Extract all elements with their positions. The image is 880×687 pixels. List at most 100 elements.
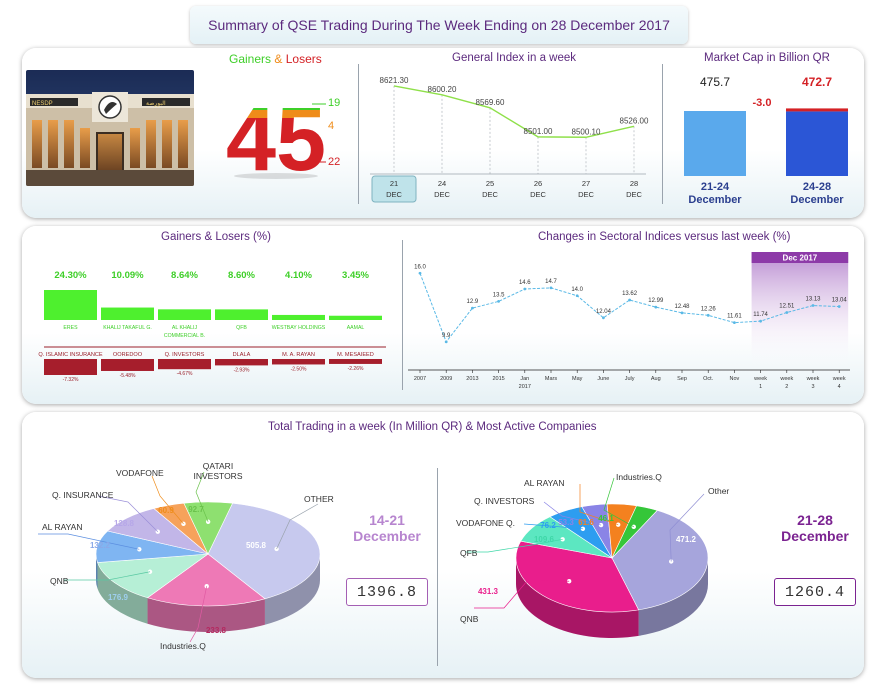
x-tick-label: 2007 <box>414 376 426 382</box>
slice-dot <box>147 569 153 574</box>
total-curr: 1260.4 <box>774 578 856 606</box>
gainer-value-label: 4.10% <box>285 270 312 281</box>
slice-dot <box>566 579 572 584</box>
selected-day-highlight <box>371 175 417 203</box>
pie-side <box>97 562 148 624</box>
sign-right-text: البورصة <box>146 100 166 107</box>
x-tick-label: week <box>779 376 793 382</box>
slice-name-label: AL RAYAN <box>524 478 564 488</box>
loser-name: OOREDOO <box>113 352 143 358</box>
gainer-bar <box>329 315 382 320</box>
slice-value-label: 132.2 <box>90 541 111 550</box>
index-line <box>393 85 635 138</box>
slice-dot <box>598 522 604 528</box>
leader-line <box>523 523 583 530</box>
gainers-losers-pct-title: Gainers & Losers (%) <box>161 231 271 243</box>
x-tick-label: 28 <box>630 179 638 188</box>
divider <box>662 64 663 204</box>
leader-line <box>466 538 563 553</box>
sector-point <box>680 311 684 315</box>
x-tick-label: 4 <box>838 384 841 390</box>
slice-name-label: QNB <box>460 614 479 624</box>
period-curr: 21-28 December <box>781 512 849 544</box>
gainer-bar <box>158 309 211 320</box>
sector-value-label: 16.0 <box>414 264 426 270</box>
slice-value-label: 60.9 <box>158 506 174 515</box>
sector-point <box>811 304 815 307</box>
x-tick-label: 2013 <box>466 376 478 382</box>
x-tick-label: week <box>832 376 846 382</box>
loser-name: M. A. RAYAN <box>282 352 315 358</box>
unchanged-count: 4 <box>328 120 335 132</box>
x-tick-label: Mars <box>545 376 557 382</box>
x-tick-label: DEC <box>434 190 450 199</box>
sector-point <box>471 306 474 310</box>
slice-name-label: QNB <box>50 576 69 586</box>
gainer-name: AL KHALIJ <box>172 325 198 331</box>
loser-name: Q. INVESTORS <box>165 352 205 358</box>
slice-name-label: AL RAYAN <box>42 522 82 532</box>
sector-value-label: 11.74 <box>753 312 768 318</box>
leader-line <box>195 471 209 522</box>
big-count-green: 45 <box>226 90 326 180</box>
gainer-value-label: 8.64% <box>171 270 198 281</box>
slice-name-label: Other <box>708 486 729 496</box>
page-title: Summary of QSE Trading During The Week E… <box>190 6 688 44</box>
x-tick-label: 2009 <box>440 376 452 382</box>
loser-bar <box>215 359 268 366</box>
market-cap-bar <box>786 111 848 176</box>
sectoral-indices-chart: Dec 2017 16.0 2007 9.9 2009 12.9 2013 13.5 2015 1… <box>408 252 850 390</box>
gainer-bar <box>101 307 154 320</box>
sector-point <box>523 287 527 291</box>
market-cap-bar <box>684 111 746 176</box>
sector-value-label: 9.9 <box>442 333 451 339</box>
x-tick-label: Aug <box>651 376 661 382</box>
slice-name-label: INVESTORS <box>194 471 243 481</box>
slice-dot <box>274 546 279 552</box>
dec-highlight-band <box>751 252 849 370</box>
loser-value-label: -2.93% <box>234 367 250 373</box>
loser-bar <box>272 359 325 365</box>
divider <box>437 468 438 666</box>
x-tick-label: 27 <box>582 179 590 188</box>
loser-value-label: -5.48% <box>120 373 136 379</box>
losers-word: Losers <box>285 52 322 66</box>
big-count-red: 45 <box>226 90 326 180</box>
slice-value-label: 431.3 <box>478 587 499 596</box>
gainer-value-label: 24.30% <box>54 270 87 281</box>
index-value-label: 8501.00 <box>524 127 553 136</box>
slice-dot <box>205 519 211 524</box>
sector-point <box>837 305 841 308</box>
slice-name-label: VODAFONE Q. <box>456 518 515 528</box>
period-prev: 14-21 December <box>353 512 421 544</box>
slice-name-label: QFB <box>460 548 478 558</box>
gainer-bar <box>44 290 97 320</box>
slice-name-label: Q. INSURANCE <box>52 490 114 500</box>
sector-value-label: 13.5 <box>493 292 505 298</box>
leader-line <box>603 477 634 528</box>
x-tick-label: DEC <box>578 190 594 199</box>
index-value-label: 8600.20 <box>428 85 457 94</box>
slice-value-label: 109.6 <box>534 535 555 544</box>
gainer-name: QFB <box>236 325 247 331</box>
sign-left-text: NESDP <box>32 101 53 107</box>
loser-value-label: -7.32% <box>63 377 79 383</box>
loser-name: M. MESAIEED <box>337 352 374 358</box>
pie-side <box>147 597 265 632</box>
pie-slice <box>207 502 321 600</box>
index-value-label: 8500.10 <box>572 127 601 136</box>
divider <box>358 64 359 204</box>
loser-value-label: -2.50% <box>291 366 307 372</box>
sector-value-label: 12.04 <box>596 309 612 315</box>
dec-highlight-label: Dec 2017 <box>783 254 818 263</box>
slice-name-label: VODAFONE <box>116 468 164 478</box>
x-tick-label: Nov <box>730 376 740 382</box>
trading-title: Total Trading in a week (In Million QR) … <box>268 421 597 433</box>
sector-value-label: 12.51 <box>779 304 795 310</box>
pie-slice <box>183 501 233 555</box>
market-cap-value: 475.7 <box>700 75 730 89</box>
leader-line <box>151 475 184 525</box>
index-value-label: 8621.30 <box>380 76 409 85</box>
dec-highlight-header <box>751 252 849 263</box>
